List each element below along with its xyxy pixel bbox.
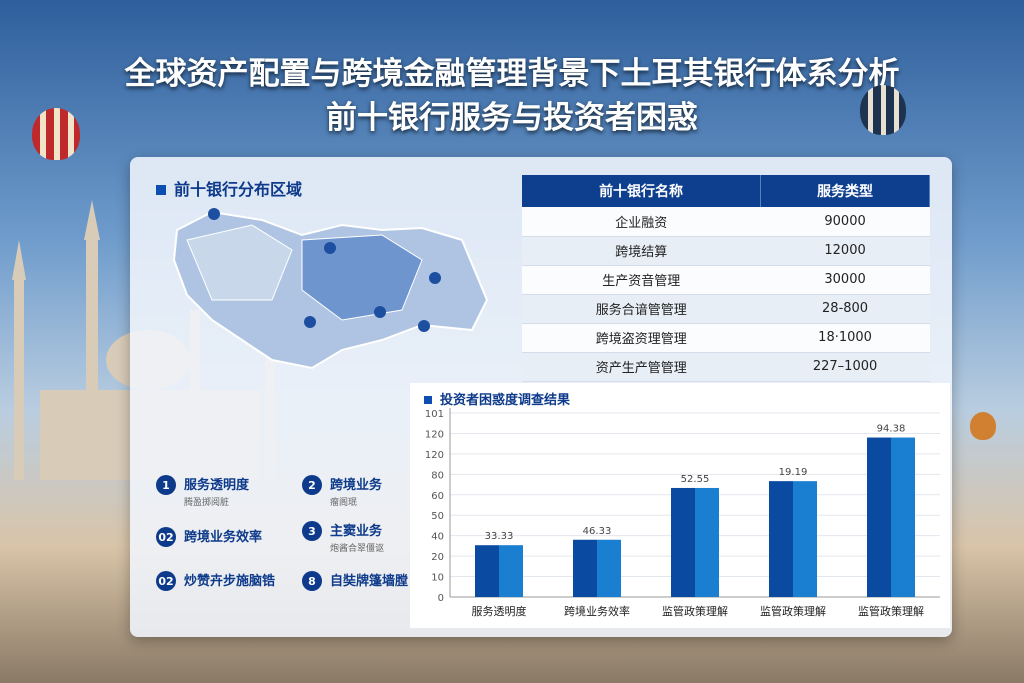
y-tick-label: 101	[425, 409, 444, 420]
turkey-map	[172, 208, 489, 370]
feature-title: 主窦业务	[330, 524, 383, 539]
bar	[597, 539, 621, 597]
hot-air-balloon	[970, 412, 996, 440]
bar	[499, 545, 523, 597]
bar	[793, 481, 817, 597]
bar	[867, 437, 891, 597]
feature-item: 1 服务透明度腾盈掷阅脏	[156, 474, 249, 508]
x-tick-label: 跨境业务效率	[564, 604, 630, 618]
feature-subtitle: 瘤阁珉	[330, 498, 358, 508]
bar	[573, 539, 597, 597]
bar	[475, 545, 499, 597]
feature-title: 自奘牌篷墙膛	[330, 574, 409, 589]
feature-subtitle: 腾盈掷阅脏	[184, 498, 230, 508]
y-tick-label: 20	[431, 552, 444, 563]
x-tick-label: 监管政策理解	[858, 604, 924, 618]
number-badge: 3	[302, 521, 322, 541]
chart-title: 投资者困惑度调查结果	[424, 389, 570, 408]
x-tick-label: 监管政策理解	[662, 604, 728, 618]
y-tick-label: 10	[431, 573, 444, 584]
table-cell: 90000	[760, 207, 930, 237]
x-tick-label: 监管政策理解	[760, 604, 826, 618]
table-row: 生产资音管理 30000	[522, 265, 930, 295]
feature-title: 炒赞卉步施脑锆	[184, 574, 276, 589]
number-badge: 02	[156, 571, 176, 591]
feature-item: 02 跨境业务效率	[156, 526, 262, 547]
feature-title: 跨境业务效率	[184, 530, 263, 545]
subtitle: 前十银行服务与投资者困惑	[326, 100, 698, 136]
data-label: 46.33	[583, 526, 612, 537]
number-badge: 8	[302, 571, 322, 591]
chart-area: 投资者困惑度调查结果 0 10 20 40 50 60 80 120 120 101 33.33 服务…	[410, 383, 950, 628]
y-tick-label: 80	[431, 470, 444, 481]
y-tick-label: 60	[431, 491, 444, 502]
feature-item: 2 跨境业务瘤阁珉	[302, 474, 382, 508]
table-row: 跨境盗资理管理 18·1000	[522, 323, 930, 353]
table-cell: 18·1000	[760, 323, 930, 353]
hot-air-balloon	[32, 108, 80, 160]
y-tick-label: 50	[431, 511, 444, 522]
x-tick-label: 服务透明度	[472, 604, 527, 618]
bar	[695, 487, 719, 597]
main-title: 全球资产配置与跨境金融管理背景下土耳其银行体系分析	[124, 56, 900, 92]
bar	[769, 481, 793, 597]
data-label: 33.33	[485, 531, 514, 542]
number-badge: 02	[156, 527, 176, 547]
table-row: 资产生产管管理 227–1000	[522, 352, 930, 382]
feature-item: 3 主窦业务炮酱合翠僵讴	[302, 520, 384, 554]
table-cell: 跨境结算	[522, 236, 761, 266]
bank-table: 前十银行名称 服务类型 企业融资 90000 跨境结算 12000 生产资音管理 30000…	[522, 175, 930, 382]
table-cell: 227–1000	[760, 352, 930, 382]
table-cell: 企业融资	[522, 207, 761, 237]
table-row: 企业融资 90000	[522, 207, 930, 237]
hot-air-balloon	[860, 85, 906, 135]
y-tick-label: 0	[438, 593, 444, 604]
feature-subtitle: 炮酱合翠僵讴	[330, 544, 385, 554]
number-badge: 2	[302, 475, 322, 495]
table-cell: 28-800	[760, 294, 930, 324]
data-label: 19.19	[779, 467, 808, 478]
table-cell: 资产生产管管理	[522, 352, 761, 382]
y-tick-label: 120	[425, 450, 444, 461]
feature-title: 跨境业务	[330, 478, 383, 493]
number-badge: 1	[156, 475, 176, 495]
bar	[671, 487, 695, 597]
y-tick-label: 120	[425, 429, 444, 440]
feature-title: 服务透明度	[184, 478, 250, 493]
data-label: 94.38	[877, 424, 906, 435]
map-pin-icon	[208, 208, 441, 332]
feature-item: 8 自奘牌篷墙膛	[302, 570, 408, 591]
table-cell: 12000	[760, 236, 930, 266]
table-cell: 跨境盗资理管理	[522, 323, 761, 353]
bar	[891, 437, 915, 597]
table-cell: 生产资音管理	[522, 265, 761, 295]
table-cell: 30000	[760, 265, 930, 295]
table-cell: 服务合谙管管理	[522, 294, 761, 324]
table-row: 服务合谙管管理 28-800	[522, 294, 930, 324]
feature-item: 02 炒赞卉步施脑锆	[156, 570, 275, 591]
map-section-title: 前十银行分布区域	[156, 176, 302, 200]
data-label: 52.55	[681, 474, 710, 485]
table-row: 跨境结算 12000	[522, 236, 930, 266]
y-tick-label: 40	[431, 532, 444, 543]
